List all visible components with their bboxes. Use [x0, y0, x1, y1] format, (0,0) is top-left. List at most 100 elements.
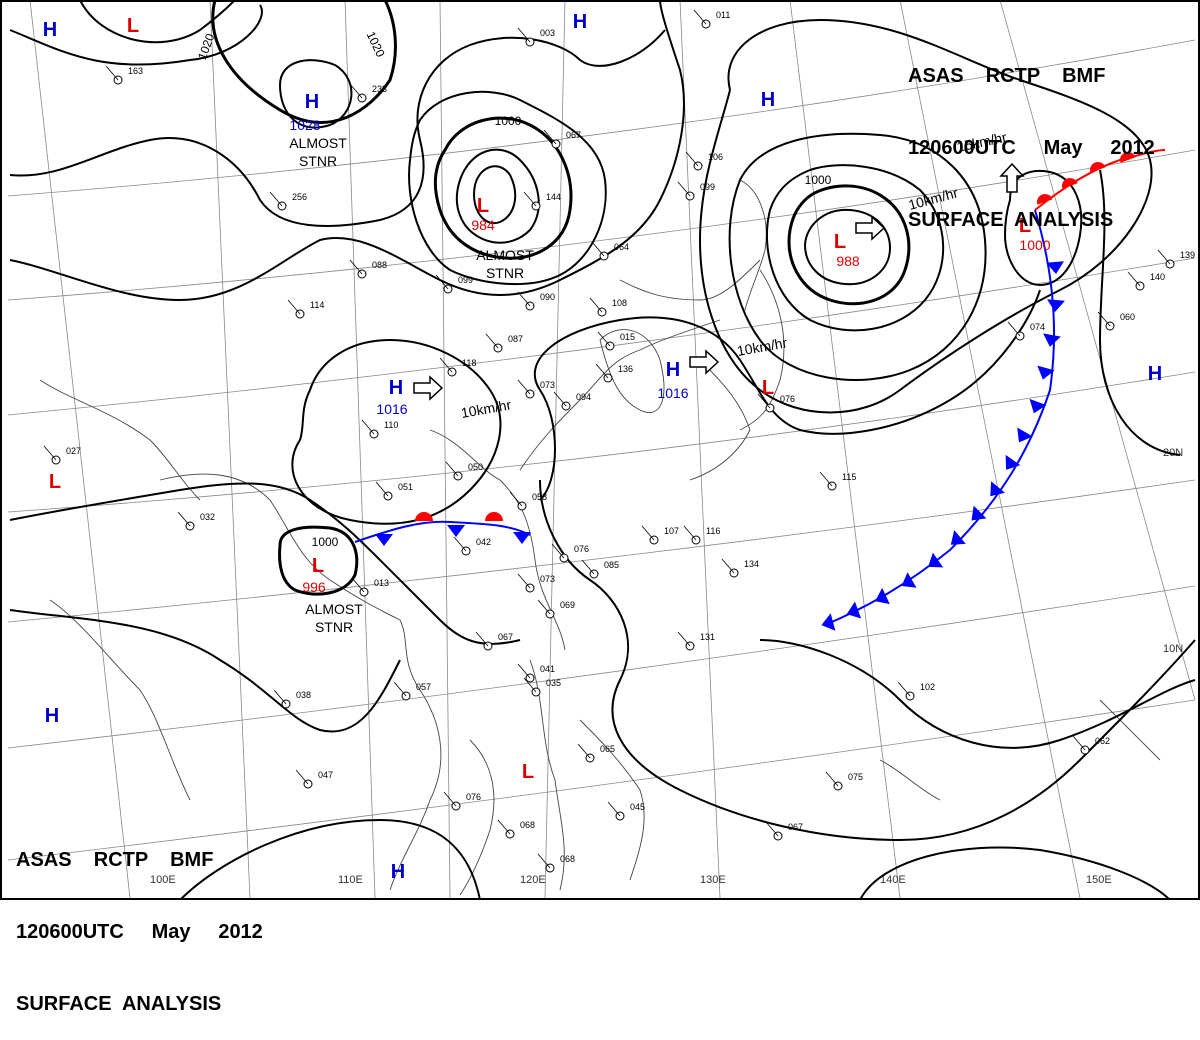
- cold-front-triangle: [1017, 427, 1033, 443]
- coastline: [739, 269, 785, 431]
- center-note: ALMOST: [305, 601, 363, 617]
- stationary-front-line: [354, 520, 531, 543]
- pressure-value: 996: [302, 579, 326, 595]
- station-pressure-label: 069: [560, 600, 575, 610]
- isobar-line: [179, 818, 481, 900]
- isobar-line: [766, 164, 945, 332]
- pressure-value: 1016: [657, 385, 688, 401]
- wind-barb: [349, 83, 363, 99]
- center-note: STNR: [315, 619, 353, 635]
- wind-barb: [517, 663, 531, 679]
- longitude-line: [789, 0, 901, 899]
- wind-barb: [677, 631, 691, 647]
- wind-barb: [677, 181, 691, 197]
- high-pressure-symbol: H: [391, 861, 405, 883]
- station-pressure-label: 041: [540, 664, 555, 674]
- wind-barb: [595, 363, 609, 379]
- movement-arrow: [999, 162, 1025, 193]
- high-pressure-symbol: H: [666, 359, 680, 381]
- isobar-line: [9, 609, 401, 733]
- high-pressure-symbol: H: [45, 705, 59, 727]
- wind-barb: [485, 333, 499, 349]
- coastline: [459, 739, 495, 896]
- isobar-line: [291, 338, 502, 525]
- cold-front-triangle: [1029, 398, 1047, 414]
- low-pressure-symbol: L: [762, 377, 774, 399]
- center-note: STNR: [486, 265, 524, 281]
- station-pressure-label: 067: [498, 632, 513, 642]
- cold-front-triangle: [846, 601, 862, 619]
- isobar-line: [859, 846, 1171, 900]
- isobar-line: [1003, 170, 1083, 287]
- wind-barb: [273, 689, 287, 705]
- lat-lon-grid: 100E 110E 120E 130E 140E 150E 20N 10N: [7, 0, 1196, 899]
- coastlines: [39, 179, 1161, 896]
- station-pressure-label: 003: [540, 28, 555, 38]
- station-pressure-label: 131: [700, 632, 715, 642]
- coastline: [519, 319, 721, 471]
- isobar-label: 1000: [495, 114, 522, 128]
- longitude-label: 150E: [1086, 874, 1112, 886]
- low-pressure-symbol: L: [1019, 215, 1031, 237]
- isobar-line: [728, 132, 987, 381]
- latitude-line: [7, 257, 1196, 416]
- low-pressure-symbol: L: [127, 15, 139, 37]
- longitude-label: 130E: [700, 874, 726, 886]
- station-pressure-label: 074: [1030, 322, 1045, 332]
- high-pressure-symbol: H: [573, 11, 587, 33]
- station-pressure-label: 068: [560, 854, 575, 864]
- cold-front-triangle: [928, 552, 944, 568]
- pressure-value: 1028: [289, 117, 320, 133]
- fronts: [354, 149, 1166, 631]
- wind-barb: [825, 771, 839, 787]
- isobar-line: [1098, 169, 1181, 456]
- warm-front-semicircle: [1120, 152, 1136, 163]
- map-labels: H1028ALMOSTSTNRL984ALMOSTSTNRL988L1000H1…: [43, 11, 1162, 883]
- cold-front-triangle: [1047, 299, 1065, 312]
- wind-barb: [177, 511, 191, 527]
- station-pressure-label: 107: [664, 526, 679, 536]
- wind-barb: [517, 291, 531, 307]
- cold-front-triangle: [513, 532, 531, 544]
- movement-arrow: [413, 375, 444, 401]
- station-pressure-label: 094: [576, 392, 591, 402]
- latitude-line: [7, 479, 1196, 623]
- latitude-line: [7, 149, 1196, 301]
- pressure-value: 1016: [376, 401, 407, 417]
- wind-barb: [517, 379, 531, 395]
- cold-front-triangle: [901, 572, 917, 588]
- cold-front-triangle: [990, 481, 1005, 497]
- warm-front-semicircle: [1037, 194, 1053, 205]
- header-bottom-left: ASAS RCTP BMF 120600UTC May 2012 SURFACE…: [16, 800, 263, 1040]
- center-note: ALMOST: [289, 135, 347, 151]
- wind-barb: [351, 577, 365, 593]
- wind-barb: [765, 821, 779, 837]
- cold-front-triangle: [447, 525, 465, 537]
- high-pressure-symbol: H: [761, 89, 775, 111]
- low-pressure-symbol: L: [312, 555, 324, 577]
- wind-barb: [287, 299, 301, 315]
- station-pressure-label: 045: [630, 802, 645, 812]
- station-pressure-label: 134: [744, 559, 759, 569]
- wind-barb: [393, 681, 407, 697]
- coastline: [429, 429, 566, 651]
- station-pressure-label: 038: [296, 690, 311, 700]
- station-pressure-label: 099: [458, 275, 473, 285]
- wind-barb: [721, 558, 735, 574]
- cold-front-triangle: [375, 534, 393, 546]
- longitude-label: 140E: [880, 874, 906, 886]
- isobar-line: [473, 165, 517, 225]
- isobar-line: [9, 4, 263, 66]
- station-pressure-label: 108: [612, 298, 627, 308]
- station-pressure-label: 057: [416, 682, 431, 692]
- wind-barb: [435, 274, 449, 290]
- station-pressure-label: 013: [374, 578, 389, 588]
- latitude-label: 10N: [1163, 643, 1183, 655]
- cold-front-triangle: [1043, 333, 1061, 347]
- station-pressure-label: 233: [372, 84, 387, 94]
- station-pressure-label: 087: [508, 334, 523, 344]
- station-pressure-label: 032: [200, 512, 215, 522]
- wind-barb: [607, 801, 621, 817]
